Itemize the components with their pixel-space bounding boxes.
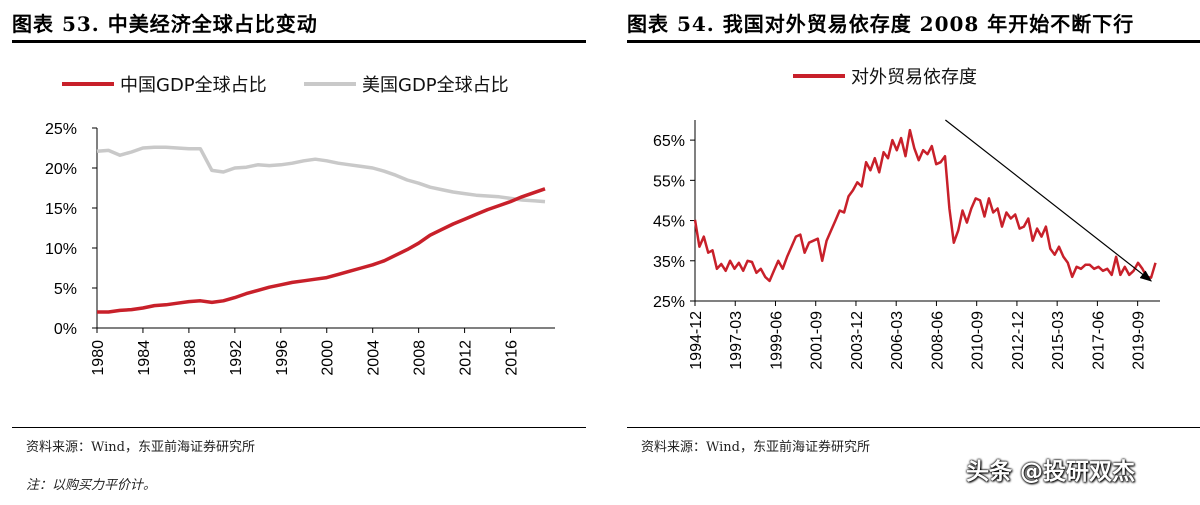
x-tick-label: 2001-09 [809,311,826,370]
x-tick-label: 1999-06 [768,311,785,370]
china-gdp-share-line [97,187,546,314]
x-tick-label: 1988 [182,340,199,376]
y-tick-label: 15% [45,201,77,218]
y-tick-label: 0% [54,321,77,338]
x-tick-label: 2010-09 [970,311,987,370]
x-tick-label: 2019-09 [1131,311,1148,370]
x-tick-label: 1994-12 [688,311,705,370]
title-rule [12,40,586,43]
x-tick-label: 1997-03 [728,311,745,370]
x-tick-label: 1992 [228,340,245,376]
y-tick-label: 10% [45,241,77,258]
x-tick-label: 2000 [320,340,337,376]
figure-53-title: 图表 53. 中美经济全球占比变动 [12,12,318,36]
legend-label: 中国GDP全球占比 [120,75,267,96]
trade-dependence-line [693,128,1157,283]
figure-54-title: 图表 54. 我国对外贸易依存度 2008 年开始不断下行 [627,12,1135,36]
figure-53-panel: 图表 53. 中美经济全球占比变动 0% 5% 10% 15% 20% 25% 1980 19… [0,0,590,505]
x-tick-label: 2012-12 [1010,311,1027,370]
figure-53-note: 注：以购买力平价计。 [26,478,157,493]
legend-label: 美国GDP全球占比 [362,75,509,96]
figure-53-source: 资料来源：Wind，东亚前海证券研究所 [26,440,255,455]
x-tick-label: 2004 [366,340,383,376]
figure-53-chart: 0% 5% 10% 15% 20% 25% 1980 1984 1988 1992 1996 2000… [45,75,555,376]
x-tick-label: 2017-06 [1090,311,1107,370]
x-tick-label: 2012 [458,340,475,376]
trend-arrow [945,119,1153,282]
x-tick-label: 2006-03 [889,311,906,370]
watermark: 头条 @投研双杰 [966,459,1136,485]
figure-54-source: 资料来源：Wind，东亚前海证券研究所 [641,440,870,455]
bottom-rule [12,427,586,428]
y-tick-label: 55% [653,173,685,190]
y-tick-label: 20% [45,161,77,178]
y-tick-label: 35% [653,254,685,271]
legend-label: 对外贸易依存度 [851,67,977,88]
x-tick-label: 1980 [90,340,107,376]
x-tick-label: 1996 [274,340,291,376]
x-tick-label: 2003-12 [849,311,866,370]
x-tick-label: 1984 [136,340,153,376]
x-tick-label: 2008 [412,340,429,376]
y-tick-label: 45% [653,214,685,231]
y-tick-label: 5% [54,281,77,298]
x-tick-label: 2015-03 [1050,311,1067,370]
figure-54-panel: 图表 54. 我国对外贸易依存度 2008 年开始不断下行 25% 35% 45% 5… [615,0,1200,505]
us-gdp-share-line [96,145,546,204]
y-tick-label: 25% [653,294,685,311]
x-tick-label: 2008-06 [929,311,946,370]
bottom-rule [627,427,1200,428]
y-tick-label: 65% [653,133,685,150]
title-rule [627,40,1200,43]
figure-54-chart: 25% 35% 45% 55% 65% 1994-12 1997-03 1999-06 2001… [653,67,1160,370]
x-tick-label: 2016 [504,340,521,376]
y-tick-label: 25% [45,121,77,138]
